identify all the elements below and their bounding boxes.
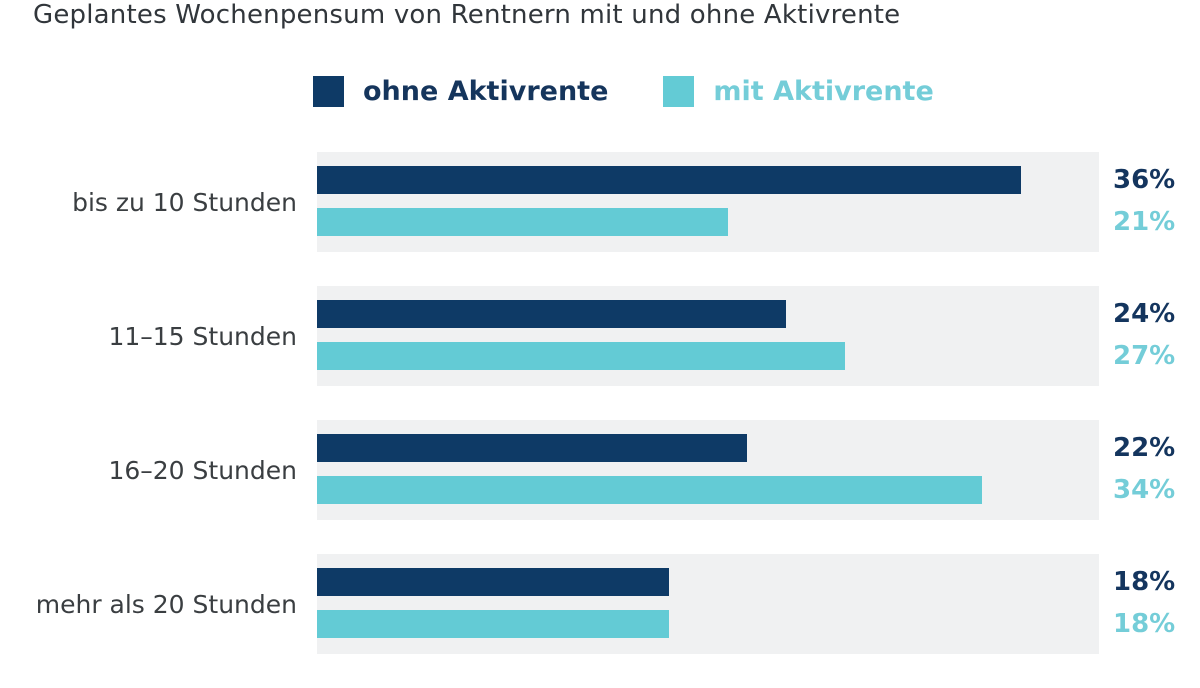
category-label: bis zu 10 Stunden — [72, 187, 297, 217]
bar-ohne-aktivrente — [317, 434, 748, 462]
value-label-mit-aktivrente: 18% — [1113, 609, 1176, 639]
value-label-ohne-aktivrente: 36% — [1113, 165, 1176, 195]
chart-row: 16–20 Stunden 22% 34% — [0, 420, 1200, 520]
category-label: 16–20 Stunden — [108, 455, 297, 485]
chart-row: 11–15 Stunden 24% 27% — [0, 286, 1200, 386]
chart-row: bis zu 10 Stunden 36% 21% — [0, 152, 1200, 252]
value-label-ohne-aktivrente: 24% — [1113, 299, 1176, 329]
legend-swatch-ohne-aktivrente — [313, 76, 344, 107]
value-labels: 24% 27% — [1113, 286, 1200, 386]
bar-mit-aktivrente — [317, 476, 982, 504]
value-labels: 18% 18% — [1113, 554, 1200, 654]
bar-track — [317, 286, 1099, 386]
legend-item-ohne-aktivrente: ohne Aktivrente — [313, 76, 608, 107]
legend-label-mit-aktivrente: mit Aktivrente — [713, 76, 934, 107]
category-label: mehr als 20 Stunden — [35, 589, 297, 619]
bar-ohne-aktivrente — [317, 166, 1021, 194]
value-label-mit-aktivrente: 27% — [1113, 341, 1176, 371]
bar-ohne-aktivrente — [317, 300, 787, 328]
chart-rows: bis zu 10 Stunden 36% 21% 11–15 Stunden … — [0, 152, 1200, 688]
bar-mit-aktivrente — [317, 208, 728, 236]
bar-ohne-aktivrente — [317, 568, 669, 596]
value-label-mit-aktivrente: 21% — [1113, 207, 1176, 237]
legend-label-ohne-aktivrente: ohne Aktivrente — [363, 76, 609, 107]
legend-item-mit-aktivrente: mit Aktivrente — [663, 76, 934, 107]
legend-swatch-mit-aktivrente — [663, 76, 695, 107]
chart-row: mehr als 20 Stunden 18% 18% — [0, 554, 1200, 654]
bar-track — [317, 152, 1099, 252]
bar-mit-aktivrente — [317, 342, 845, 370]
chart-title: Geplantes Wochenpensum von Rentnern mit … — [33, 0, 901, 30]
value-label-ohne-aktivrente: 22% — [1113, 433, 1176, 463]
bar-mit-aktivrente — [317, 610, 669, 638]
value-label-ohne-aktivrente: 18% — [1113, 567, 1176, 597]
bar-track — [317, 554, 1099, 654]
bar-track — [317, 420, 1099, 520]
value-labels: 22% 34% — [1113, 420, 1200, 520]
category-label: 11–15 Stunden — [108, 321, 297, 351]
value-label-mit-aktivrente: 34% — [1113, 475, 1176, 505]
legend: ohne Aktivrente mit Aktivrente — [313, 76, 934, 107]
value-labels: 36% 21% — [1113, 152, 1200, 252]
